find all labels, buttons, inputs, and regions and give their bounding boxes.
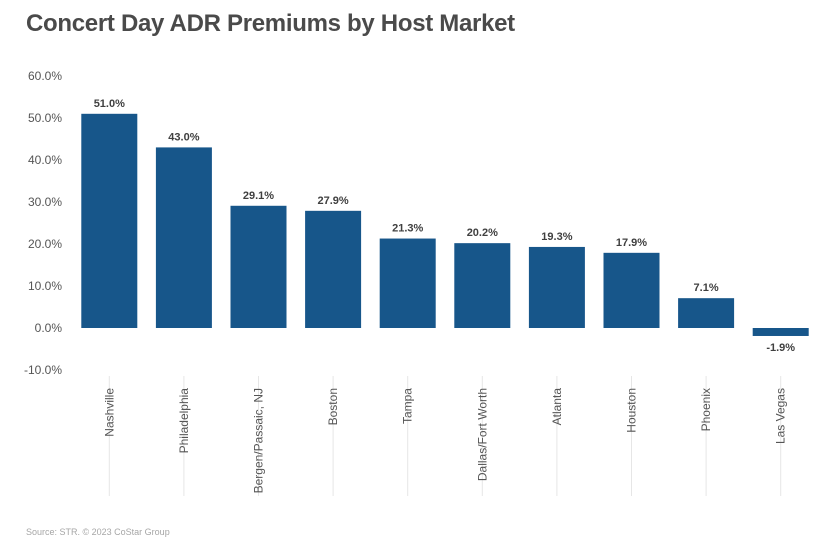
- y-tick-label: 10.0%: [28, 279, 62, 293]
- data-label: 17.9%: [616, 237, 647, 249]
- x-tick-label: Philadelphia: [177, 388, 191, 454]
- bar: [528, 246, 585, 328]
- bar: [379, 238, 436, 328]
- data-label: 7.1%: [694, 282, 719, 294]
- y-tick-label: 40.0%: [28, 153, 62, 167]
- x-tick-label: Tampa: [401, 388, 415, 424]
- bar: [155, 147, 212, 328]
- bar: [81, 113, 138, 328]
- x-tick-label: Las Vegas: [774, 388, 788, 444]
- bar: [752, 328, 809, 336]
- data-label: 27.9%: [317, 195, 348, 207]
- y-tick-label: 50.0%: [28, 111, 62, 125]
- data-label: 51.0%: [94, 98, 125, 110]
- x-tick-label: Houston: [625, 388, 639, 433]
- data-label: 29.1%: [243, 190, 274, 202]
- data-label: 20.2%: [467, 227, 498, 239]
- bar: [603, 252, 660, 328]
- y-tick-label: -10.0%: [24, 363, 62, 377]
- x-tick-label: Boston: [326, 388, 340, 425]
- x-tick-label: Bergen/Passaic, NJ: [252, 388, 266, 493]
- y-tick-label: 60.0%: [28, 69, 62, 83]
- source-note: Source: STR. © 2023 CoStar Group: [26, 527, 170, 537]
- bar: [305, 210, 362, 328]
- x-tick-label: Dallas/Fort Worth: [475, 388, 489, 481]
- bar: [454, 243, 511, 328]
- data-label: 19.3%: [541, 231, 572, 243]
- x-tick-label: Phoenix: [699, 388, 713, 431]
- x-tick-label: Atlanta: [550, 388, 564, 426]
- data-label: 43.0%: [168, 131, 199, 143]
- y-tick-label: 0.0%: [35, 321, 63, 335]
- y-tick-label: 20.0%: [28, 237, 62, 251]
- data-label: 21.3%: [392, 223, 423, 235]
- bar: [678, 298, 735, 328]
- y-tick-label: 30.0%: [28, 195, 62, 209]
- data-label: -1.9%: [766, 342, 795, 354]
- x-tick-label: Nashville: [102, 388, 116, 437]
- chart-title: Concert Day ADR Premiums by Host Market: [26, 10, 515, 37]
- bar: [230, 205, 287, 328]
